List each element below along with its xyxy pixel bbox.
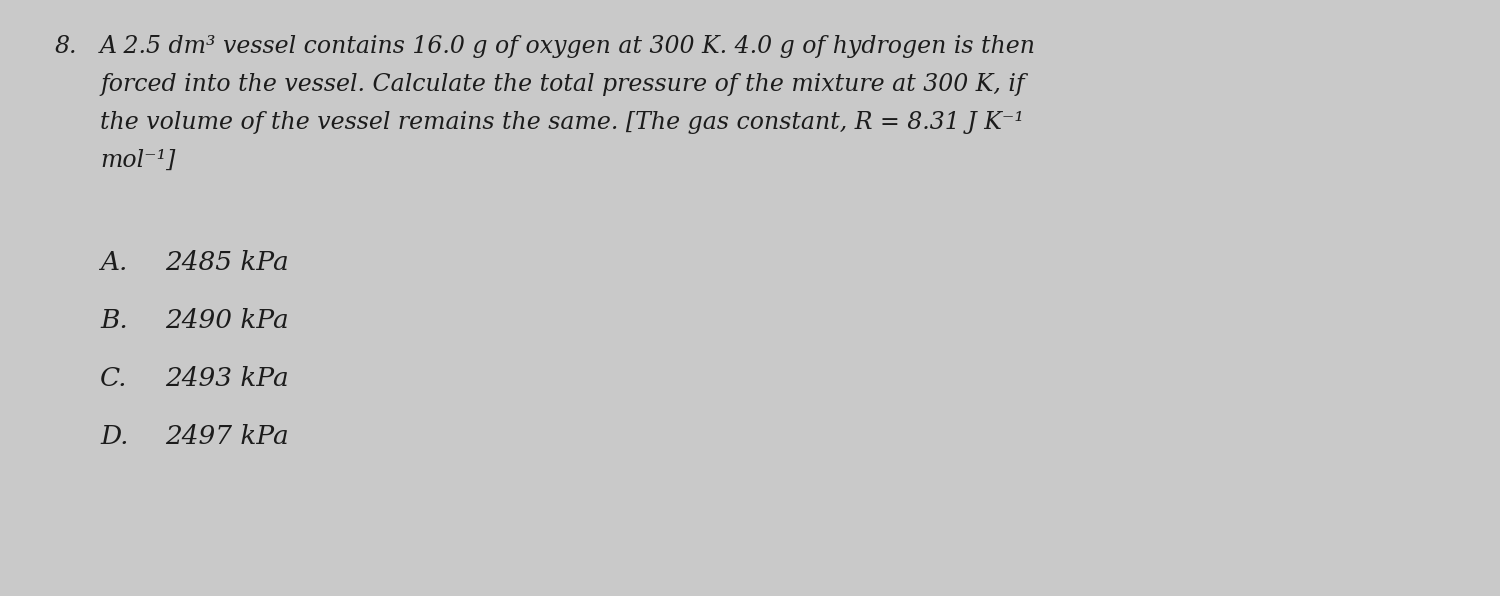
Text: forced into the vessel. Calculate the total pressure of the mixture at 300 K, if: forced into the vessel. Calculate the to… <box>100 73 1024 96</box>
Text: 2490 kPa: 2490 kPa <box>165 308 288 333</box>
Text: 2497 kPa: 2497 kPa <box>165 424 288 449</box>
Text: B.: B. <box>100 308 128 333</box>
Text: 2485 kPa: 2485 kPa <box>165 250 288 275</box>
Text: C.: C. <box>100 366 128 391</box>
Text: A.: A. <box>100 250 128 275</box>
Text: A 2.5 dm³ vessel contains 16.0 g of oxygen at 300 K. 4.0 g of hydrogen is then: A 2.5 dm³ vessel contains 16.0 g of oxyg… <box>100 35 1036 58</box>
Text: 8.: 8. <box>56 35 78 58</box>
Text: the volume of the vessel remains the same. [The gas constant, R = 8.31 J K⁻¹: the volume of the vessel remains the sam… <box>100 111 1024 134</box>
Text: 2493 kPa: 2493 kPa <box>165 366 288 391</box>
Text: mol⁻¹]: mol⁻¹] <box>100 149 176 172</box>
Text: D.: D. <box>100 424 129 449</box>
